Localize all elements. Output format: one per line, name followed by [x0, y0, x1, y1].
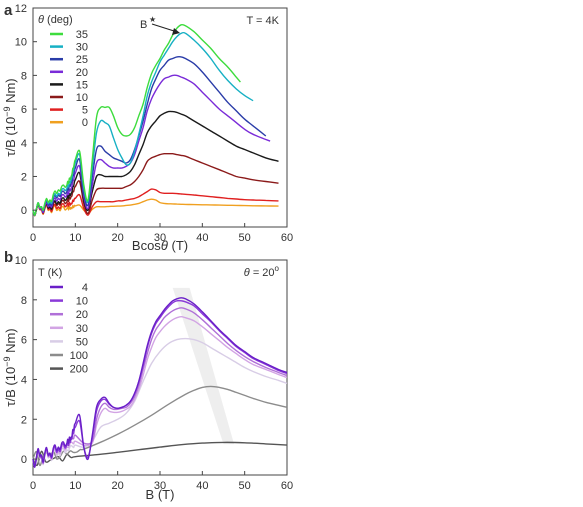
x-label-unit: (T) [168, 238, 188, 253]
x-label-main: Bcos [132, 238, 161, 253]
panel-a-y-ticks: 0 2 4 6 8 10 12 [15, 3, 37, 217]
y-tick-label: 12 [15, 3, 27, 15]
panel-b-x-ticks: 0 10 20 30 40 50 60 [30, 471, 293, 492]
x-tick-label: 0 [30, 480, 36, 492]
panel-a-traces [32, 23, 279, 217]
panel-a-peak-marker: B ★ [140, 15, 180, 35]
x-tick-label: 40 [196, 232, 208, 244]
y-tick-label: 4 [21, 138, 27, 150]
x-tick-label: 50 [239, 480, 251, 492]
y-tick-label: 6 [21, 335, 27, 347]
angle-value: = 20 [250, 267, 275, 279]
series-line-15 [32, 110, 279, 217]
x-tick-label: 40 [196, 480, 208, 492]
x-tick-label: 60 [281, 232, 293, 244]
legend-label-20: 20 [76, 309, 88, 321]
x-tick-label: 50 [239, 232, 251, 244]
y-label-unit: Nm) [3, 328, 18, 356]
legend-title-unit: (deg) [44, 14, 73, 26]
x-tick-label: 20 [112, 232, 124, 244]
legend-label-50: 50 [76, 336, 88, 348]
series-line-5 [32, 188, 279, 217]
x-tick-label: 20 [112, 480, 124, 492]
y-label-exponent: −9 [2, 357, 12, 367]
peak-arrow [151, 23, 175, 32]
legend-title-symbol: θ [38, 14, 44, 26]
series-line-25 [32, 55, 267, 216]
legend-label-0: 0 [82, 117, 88, 129]
legend-label-35: 35 [76, 29, 88, 41]
series-line-10 [32, 299, 288, 468]
y-tick-label: 4 [21, 374, 27, 386]
panel-a-y-axis-label: τ/B (10−9 Nm) [2, 78, 18, 156]
angle-symbol: θ [244, 267, 250, 279]
series-line-100 [32, 385, 288, 467]
series-line-35 [32, 23, 241, 216]
legend-label-15: 15 [76, 79, 88, 91]
panel-b-x-axis-label: B (T) [146, 487, 175, 502]
panel-b-letter: b [4, 249, 13, 266]
degree-mark: o [275, 264, 280, 273]
y-tick-label: 10 [15, 255, 27, 267]
panel-a-x-axis-label: Bcosθ (T) [132, 238, 188, 253]
x-tick-label: 10 [69, 480, 81, 492]
y-tick-label: 0 [21, 454, 27, 466]
y-label-main: τ/B (10 [3, 117, 18, 157]
x-tick-label: 60 [281, 480, 293, 492]
legend-label-30: 30 [76, 42, 88, 54]
y-label-unit: Nm) [3, 78, 18, 106]
y-tick-label: 2 [21, 414, 27, 426]
legend-label-30: 30 [76, 323, 88, 335]
peak-label: B [140, 19, 147, 31]
y-tick-label: 8 [21, 70, 27, 82]
legend-title: θ (deg) [38, 14, 73, 26]
series-line-4 [32, 297, 288, 468]
panel-b-angle-label: θ = 20o [244, 264, 280, 279]
y-tick-label: 8 [21, 295, 27, 307]
legend-label-25: 25 [76, 54, 88, 66]
series-line-200 [32, 441, 288, 467]
peak-star-icon: ★ [149, 15, 156, 24]
y-tick-label: 0 [21, 205, 27, 217]
panel-a-temperature-label: T = 4K [246, 15, 279, 27]
series-line-30 [32, 316, 288, 469]
legend-label-10: 10 [76, 92, 88, 104]
legend-label-20: 20 [76, 67, 88, 79]
x-tick-label: 30 [154, 480, 166, 492]
legend-label-4: 4 [82, 282, 88, 294]
x-label-theta: θ [161, 238, 168, 253]
x-tick-label: 0 [30, 232, 36, 244]
series-line-0 [32, 198, 279, 217]
panel-b-traces [32, 297, 288, 469]
y-label-exponent: −9 [2, 107, 12, 117]
panel-b-y-ticks: 0 2 4 6 8 10 [15, 255, 37, 466]
peak-arrowhead [172, 28, 180, 35]
y-tick-label: 6 [21, 104, 27, 116]
y-label-main: τ/B (10 [3, 367, 18, 407]
panel-b-peak-trend-band [172, 287, 235, 445]
legend-label-5: 5 [82, 105, 88, 117]
y-tick-label: 10 [15, 37, 27, 49]
legend-label-10: 10 [76, 296, 88, 308]
panel-a-x-ticks: 0 10 20 30 40 50 60 [30, 223, 293, 244]
legend-title: T (K) [38, 267, 62, 279]
series-line-20 [32, 74, 271, 217]
panel-a-letter: a [4, 2, 13, 19]
panel-b-y-axis-label: τ/B (10−9 Nm) [2, 328, 18, 406]
legend-label-200: 200 [70, 364, 88, 376]
x-tick-label: 30 [154, 232, 166, 244]
y-tick-label: 2 [21, 171, 27, 183]
legend-label-100: 100 [70, 350, 88, 362]
x-tick-label: 10 [69, 232, 81, 244]
